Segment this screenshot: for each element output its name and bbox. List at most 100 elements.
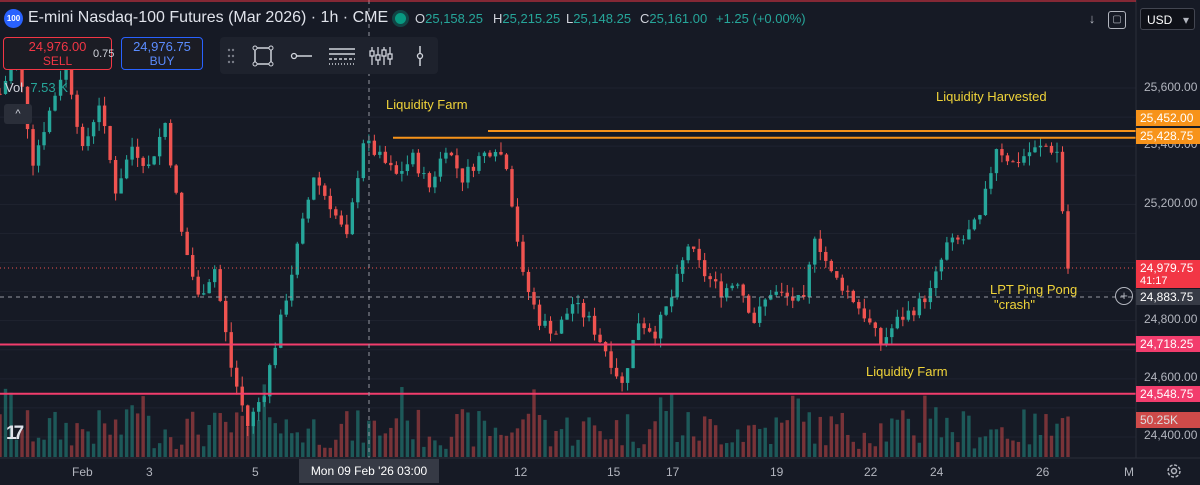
volume-bar [86, 431, 90, 457]
line-style-icon[interactable] [328, 45, 356, 67]
price-axis-label: 24,800.00 [1144, 312, 1198, 326]
candle-body [455, 155, 459, 169]
candle-body [824, 251, 828, 261]
collapse-chevron-icon[interactable]: ^ [4, 104, 32, 124]
candle-body [328, 195, 333, 210]
rectangle-tool-icon[interactable] [252, 45, 274, 67]
candle-body [339, 215, 344, 225]
sell-button[interactable]: 24,976.00 SELL [3, 37, 112, 70]
arrow-down-icon[interactable]: ↓ [1088, 11, 1096, 26]
volume-bar [14, 439, 19, 457]
volume-bar [901, 410, 905, 457]
candle-body [3, 80, 8, 94]
candle-body [587, 315, 591, 318]
annotation-lpt-ping-pong[interactable]: LPT Ping Pong [990, 282, 1078, 297]
volume-bar [466, 412, 470, 457]
candle-body [708, 276, 712, 280]
volume-bar [675, 441, 679, 457]
volume-bar [488, 435, 492, 457]
candle-body [168, 122, 173, 166]
volume-bar [824, 445, 828, 457]
volume-bar [218, 413, 222, 457]
volume-bar [713, 425, 718, 457]
volume-bar [64, 422, 68, 457]
currency-select[interactable]: USD [1140, 8, 1195, 31]
volume-bar [917, 442, 922, 457]
volume-bar [449, 436, 454, 457]
candle-body [1033, 147, 1037, 153]
candle-body [295, 243, 299, 275]
candle-body [625, 368, 630, 383]
volume-bar [20, 429, 24, 457]
candle-body [91, 122, 96, 137]
volume-bar [570, 445, 575, 457]
volume-bar [813, 443, 817, 457]
candle-body [367, 140, 371, 144]
volume-bar [157, 443, 162, 457]
volume-bar [31, 441, 35, 457]
volume-bar [780, 422, 784, 457]
volume-bar [146, 415, 151, 457]
candle-body [510, 169, 514, 207]
vertical-line-icon[interactable] [414, 45, 426, 67]
annotation-crash[interactable]: "crash" [994, 297, 1036, 312]
volume-bar [80, 429, 85, 457]
volume-bar [58, 439, 63, 457]
sell-label: SELL [42, 54, 73, 68]
candle-body [240, 386, 244, 406]
time-axis-label: 17 [666, 465, 680, 479]
candle-body [785, 292, 789, 297]
candle-body [229, 332, 233, 368]
screenshot-icon[interactable]: ▢ [1108, 11, 1126, 29]
candle-body [400, 171, 404, 174]
annotation-liquidity-farm-top[interactable]: Liquidity Farm [386, 97, 468, 112]
time-axis-label: 12 [514, 465, 528, 479]
volume-bar [923, 395, 927, 457]
candle-body [69, 57, 74, 95]
gear-icon[interactable] [1165, 462, 1183, 480]
candle-body [1038, 145, 1043, 148]
volume-bar [647, 429, 652, 457]
buy-button[interactable]: 24,976.75 BUY [121, 37, 203, 70]
symbol-title[interactable]: E-mini Nasdaq-100 Futures (Mar 2026) · 1… [28, 9, 389, 26]
volume-bar [785, 420, 789, 457]
volume-bar [548, 446, 553, 457]
volume-bar [994, 429, 999, 457]
volume-bar [312, 419, 316, 457]
drag-handle-icon[interactable] [226, 45, 236, 67]
volume-bar [196, 434, 200, 457]
volume-bar [361, 442, 366, 457]
volume-bar [747, 425, 751, 457]
candle-body [747, 295, 751, 313]
candle-body [36, 145, 41, 166]
candle-body [207, 282, 211, 294]
volume-bar [702, 416, 707, 457]
volume-bar [499, 434, 503, 457]
volume-bar [224, 421, 228, 457]
candle-body [163, 122, 167, 137]
annotation-liquidity-farm-bottom[interactable]: Liquidity Farm [866, 364, 948, 379]
candle-body [868, 318, 872, 323]
candle-body [201, 293, 206, 295]
candle-body [345, 224, 349, 235]
volume-bar [587, 417, 591, 457]
add-plus-icon[interactable]: + [1115, 287, 1133, 305]
candle-body [895, 316, 900, 329]
ohlc-key: H [493, 11, 503, 26]
volume-bar [323, 447, 327, 457]
candle-body [53, 95, 57, 111]
bars-pattern-icon[interactable] [368, 45, 394, 67]
candle-body [1055, 151, 1059, 153]
volume-bar [378, 435, 382, 457]
volume-bar [152, 448, 156, 457]
symbol-badge[interactable]: 100 [4, 9, 23, 28]
volume-bar [235, 412, 239, 457]
annotation-liquidity-harvested[interactable]: Liquidity Harvested [936, 89, 1047, 104]
tradingview-logo[interactable]: 17 [6, 423, 24, 444]
candle-body [609, 351, 613, 368]
candle-body [135, 146, 140, 158]
horizontal-ray-icon[interactable] [290, 45, 312, 67]
volume-bar [928, 418, 933, 457]
volume-bar [301, 442, 305, 457]
